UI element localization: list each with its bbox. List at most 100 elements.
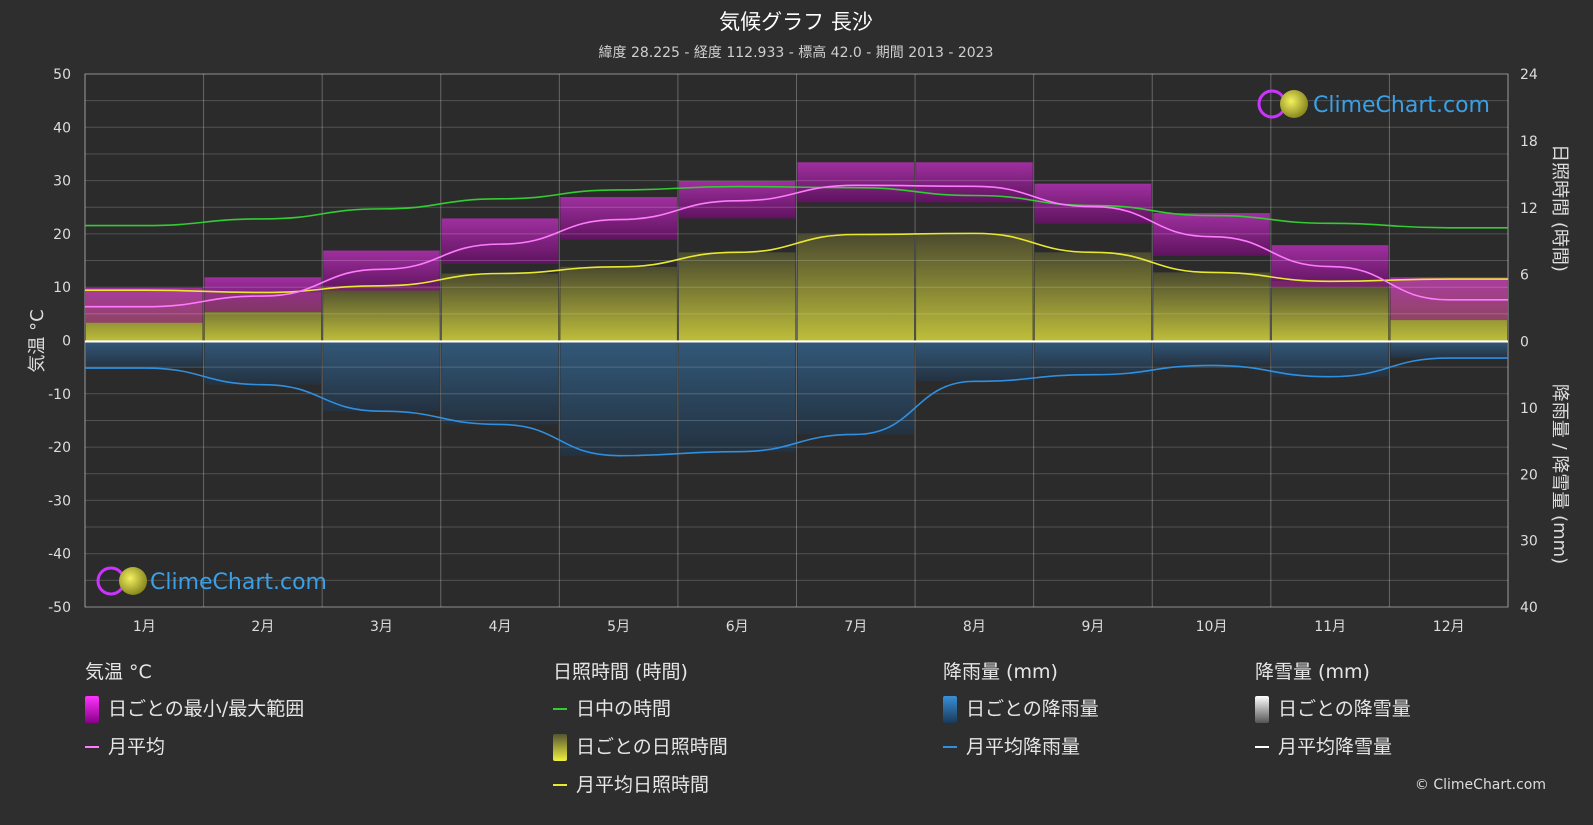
x-tick-label: 4月: [489, 619, 512, 635]
y-left-tick: 0: [62, 334, 71, 350]
y-left-tick: 10: [53, 280, 71, 296]
y-right-top-tick: 12: [1520, 201, 1538, 217]
legend-sun-avg: 月平均日照時間: [553, 772, 728, 798]
swatch-temp-range-icon: [85, 695, 99, 723]
y-left-tick: 20: [53, 227, 71, 243]
legend-rain-header: 降雨量 (mm): [943, 661, 1058, 683]
legend-temp-header: 気温 °C: [85, 661, 152, 683]
legend-snow-avg: 月平均降雪量: [1255, 734, 1411, 760]
y-right-bottom-tick: 10: [1520, 401, 1538, 417]
legend-snow-header: 降雪量 (mm): [1255, 661, 1370, 683]
sunshine-bar: [323, 285, 440, 342]
y-right-top-tick: 18: [1520, 134, 1538, 150]
legend-snow-daily-label: 日ごとの降雪量: [1278, 698, 1411, 720]
x-tick-label: 6月: [726, 619, 749, 635]
legend-temp-range: 日ごとの最小/最大範囲: [85, 695, 304, 723]
legend-sun-daily: 日ごとの日照時間: [553, 733, 728, 761]
daylight-line: [85, 185, 1508, 229]
logo-sun-icon: [119, 567, 147, 595]
temp-range-bar: [323, 250, 440, 291]
legend-temp-avg-label: 月平均: [108, 736, 166, 758]
plot-area: [84, 73, 1509, 608]
y-right-top-tick: 0: [1520, 335, 1529, 351]
legend-temperature: 気温 °C 日ごとの最小/最大範囲 月平均: [85, 660, 304, 772]
y-left-tick: 30: [53, 174, 71, 190]
sunshine-bar: [797, 234, 915, 342]
y-axis-right-top-label: 日照時間 (時間): [1549, 144, 1570, 272]
rain-bar: [916, 341, 1033, 382]
rain-bar: [1034, 341, 1152, 375]
y-left-tick: 40: [53, 120, 71, 136]
daily-sunshine-bars: [86, 233, 1507, 342]
rain-bar: [204, 341, 322, 385]
temp-range-bar: [1153, 213, 1270, 256]
legend-rain: 降雨量 (mm) 日ごとの降雨量 月平均降雨量: [943, 660, 1099, 772]
sunshine-bar: [1153, 272, 1270, 342]
legend-sun-daylight: 日中の時間: [553, 696, 728, 722]
swatch-temp-avg-icon: [85, 746, 99, 748]
y-left-tick: -30: [48, 493, 71, 509]
chart-title: 気候グラフ 長沙: [719, 10, 873, 34]
sunshine-bar: [678, 252, 796, 342]
brand-name-top: ClimeChart.com: [1313, 93, 1490, 118]
sunshine-bar: [1271, 281, 1389, 342]
rain-bar: [323, 341, 440, 412]
sunshine-bar: [916, 233, 1033, 342]
legend-snow-daily: 日ごとの降雪量: [1255, 695, 1411, 723]
y-axis-right-top-ticks: 24 18 12 6 0: [1520, 67, 1538, 351]
legend-sun-daily-label: 日ごとの日照時間: [576, 736, 728, 758]
swatch-daylight-icon: [553, 708, 567, 710]
x-tick-label: 7月: [844, 619, 867, 635]
legend-snow: 降雪量 (mm) 日ごとの降雪量 月平均降雪量: [1255, 660, 1411, 772]
legend-snow-avg-label: 月平均降雪量: [1278, 736, 1393, 758]
legend-temp-avg: 月平均: [85, 734, 304, 760]
y-left-tick: -10: [48, 387, 71, 403]
y-right-bottom-tick: 30: [1520, 534, 1538, 550]
legend-sun-daylight-label: 日中の時間: [576, 698, 672, 720]
sunshine-bar: [560, 266, 677, 342]
x-tick-label: 1月: [133, 619, 156, 635]
rain-bar: [678, 341, 796, 452]
rain-bar: [560, 341, 677, 456]
legend-sun-avg-label: 月平均日照時間: [576, 774, 710, 796]
rain-bar: [1153, 341, 1270, 366]
temp-range-bar: [916, 162, 1033, 203]
rain-bar: [797, 341, 915, 435]
y-axis-right-bottom-ticks: 10 20 30 40: [1520, 401, 1538, 616]
temp-range-bar: [560, 197, 677, 240]
x-tick-label: 11月: [1314, 619, 1346, 635]
temp-range-bar: [1390, 277, 1507, 321]
y-right-top-tick: 6: [1520, 268, 1529, 284]
legend-rain-daily-label: 日ごとの降雨量: [966, 698, 1099, 720]
temp-range-bar: [441, 218, 559, 264]
rain-bar: [1271, 341, 1389, 377]
y-right-bottom-tick: 20: [1520, 467, 1538, 483]
sunshine-bar: [441, 273, 559, 342]
brand-name-bottom: ClimeChart.com: [150, 570, 327, 595]
x-tick-label: 10月: [1196, 619, 1228, 635]
y-left-tick: -40: [48, 547, 71, 563]
swatch-rain-daily-icon: [943, 695, 957, 723]
temp-range-bar: [86, 288, 203, 323]
y-right-top-tick: 24: [1520, 67, 1538, 83]
y-left-tick: -50: [48, 600, 71, 616]
y-axis-right-bottom-label: 降雨量 / 降雪量 (mm): [1549, 384, 1570, 564]
swatch-snow-avg-icon: [1255, 746, 1269, 748]
daily-rain-bars: [86, 341, 1507, 456]
legend-rain-avg-label: 月平均降雨量: [966, 736, 1081, 758]
temp-range-bar: [797, 162, 915, 203]
temp-avg-line: [85, 184, 1508, 308]
chart-subtitle: 緯度 28.225 - 経度 112.933 - 標高 42.0 - 期間 20…: [599, 44, 994, 61]
brand-logo-top: ClimeChart.com: [1257, 89, 1490, 119]
rain-bar: [86, 341, 203, 369]
x-tick-label: 3月: [370, 619, 393, 635]
y-axis-left-label: 気温 °C: [27, 309, 48, 372]
brand-logo-bottom: ClimeChart.com: [96, 566, 327, 596]
swatch-snow-daily-icon: [1255, 695, 1269, 723]
swatch-sun-daily-icon: [553, 733, 567, 761]
logo-sun-icon: [1280, 90, 1308, 118]
legend-rain-avg: 月平均降雨量: [943, 734, 1099, 760]
series-lines: [85, 184, 1508, 457]
legend-rain-daily: 日ごとの降雨量: [943, 695, 1099, 723]
